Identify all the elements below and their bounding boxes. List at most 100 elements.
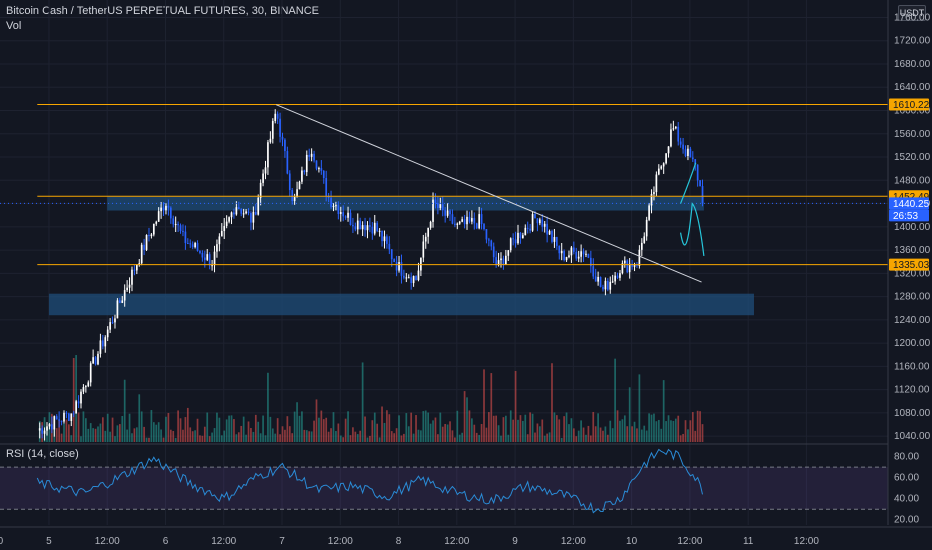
candle-body [643,236,646,243]
volume-bar [339,435,342,442]
candle-body [152,223,155,235]
volume-bar [662,380,665,442]
drawing-lines [0,104,888,283]
price-tick-label: 1400.00 [894,222,931,233]
price-tick-label: 1560.00 [894,129,931,140]
candle-body [364,225,366,231]
volume-bar [325,417,328,442]
candle-body [424,236,427,242]
candle-body [191,244,194,248]
price-badge-countdown [889,209,929,222]
time-tick-label: 12:00 [561,536,586,547]
volume-bar [361,362,364,442]
volume-bar [225,419,228,442]
volume-bar [645,430,648,442]
candle-body [84,386,87,388]
volume-bar [194,430,196,442]
volume-bar [271,428,274,442]
candle-body [199,250,201,253]
volume-bar [696,410,699,442]
candle-body [456,223,459,225]
volume-bar [376,423,379,442]
volume-bar [471,418,473,442]
volume-bar [155,424,158,442]
candle-body [101,340,104,347]
candle-body [150,234,153,237]
candle-body [541,219,544,227]
volume-bar [322,419,325,442]
volume-bar [269,416,272,442]
volume-bar [437,434,439,442]
candle-body [679,141,682,145]
volume-bar [252,431,255,442]
candle-body [157,211,160,222]
candle-body [420,257,422,271]
candle-body [111,322,114,324]
time-tick-label: 12:00 [211,536,236,547]
candle-body [512,238,514,240]
volume-bar [572,428,575,442]
candle-body [148,235,150,237]
candle-body [276,113,279,119]
candle-body [288,173,291,191]
candle-body [313,153,315,161]
candle-body [339,212,342,215]
candle-body [437,203,439,208]
candle-body [41,428,43,434]
volume-bar [233,419,235,442]
volume-bar [655,421,658,442]
candle-body [631,263,633,267]
volume-bar [488,412,490,442]
volume-bar [99,423,102,442]
volume-bar [128,413,131,442]
volume-bar [133,428,136,442]
price-badge-resistance [889,98,929,111]
volume-label[interactable]: Vol [6,20,22,32]
volume-bar [458,434,461,442]
rsi-label[interactable]: RSI (14, close) [6,448,79,460]
volume-bar [148,437,150,442]
volume-bar [264,435,267,442]
candle-body [373,222,376,234]
candle-body [466,216,468,225]
time-tick-label: 12:00 [95,536,120,547]
candle-body [179,225,182,231]
volume-bar [478,434,481,442]
volume-bar [582,427,585,442]
candle-body [274,113,277,121]
candle-body [267,142,269,168]
price-tick-label: 1160.00 [894,361,930,372]
candle-body [422,241,425,258]
candle-body [509,238,512,251]
candle-body [89,363,92,383]
volume-bar [327,431,330,442]
candle-body [259,182,262,198]
volume-bar [599,427,602,442]
volume-bar [388,414,391,442]
volume-bar [507,434,510,442]
currency-badge[interactable]: USDT [898,5,926,21]
candle-body [99,340,102,354]
volume-bar [682,433,684,442]
candle-body [449,210,451,215]
symbol-title[interactable]: Bitcoin Cash / TetherUS PERPETUAL FUTURE… [6,5,319,17]
candle-body [655,174,658,193]
volume-bar [172,431,175,442]
candle-body [206,254,209,260]
volume-bar [643,425,646,442]
candle-body [75,401,77,414]
candle-body [271,120,274,139]
candle-body [519,232,522,239]
candle-body [558,245,561,254]
volume-bar [94,428,97,442]
candle-body [667,146,670,154]
candle-body [451,214,454,224]
candle-body [701,186,704,204]
volume-bar [242,416,245,442]
rsi-tick-label: 20.00 [894,515,919,526]
volume-bar [619,420,621,442]
volume-bar [167,412,170,442]
candle-body [169,207,172,219]
volume-bar [291,433,294,442]
